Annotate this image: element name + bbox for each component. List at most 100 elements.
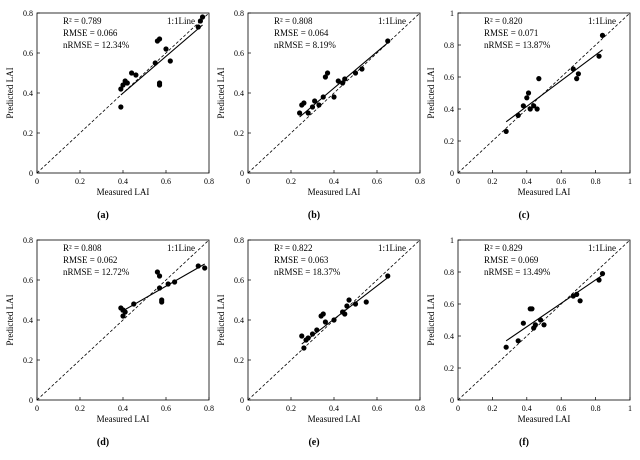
data-point	[536, 76, 542, 82]
y-tick-label: 0.6	[23, 49, 33, 58]
data-point	[574, 76, 580, 82]
x-tick-label: 0.4	[522, 177, 532, 186]
y-tick-label: 0.2	[444, 137, 454, 146]
y-axis-label: Predicted LAI	[216, 294, 226, 345]
panel-label: (d)	[97, 437, 109, 448]
x-tick-label: 0.8	[415, 404, 425, 413]
x-axis-label: Measured LAI	[308, 187, 361, 197]
data-point	[314, 327, 320, 333]
panel-e: 0 0.2 0.4 0.6 0.8 0 0.2 0.4 0.6 0.8 R² = 0.822 RMSE…	[216, 236, 425, 448]
panel-label: (b)	[308, 210, 320, 221]
x-tick-label: 0.2	[75, 177, 85, 186]
y-tick-label: 0.6	[234, 276, 244, 285]
stat-annotation: RMSE = 0.062	[63, 255, 117, 265]
regression-line	[505, 274, 603, 342]
y-axis-label: Predicted LAI	[5, 67, 15, 118]
data-point	[156, 285, 163, 291]
data-point	[202, 265, 208, 271]
data-point	[172, 279, 178, 285]
data-point	[346, 297, 352, 303]
data-point	[342, 311, 348, 317]
stat-annotation: R² = 0.829	[484, 243, 523, 253]
one-to-one-label: 1:1Line	[588, 243, 616, 253]
y-tick-label: 0	[29, 169, 33, 178]
data-point	[596, 53, 602, 59]
data-point	[312, 98, 318, 104]
y-tick-label: 0	[240, 396, 244, 405]
data-point	[118, 86, 124, 92]
x-tick-label: 0.4	[522, 404, 532, 413]
stat-annotation: nRMSE = 13.49%	[484, 267, 551, 277]
y-tick-label: 0.2	[234, 356, 244, 365]
data-point	[133, 72, 139, 78]
x-tick-label: 0.8	[415, 177, 425, 186]
y-tick-label: 0.2	[23, 129, 33, 138]
y-tick-label: 0	[450, 169, 454, 178]
y-tick-label: 0.2	[444, 364, 454, 373]
data-point	[331, 317, 337, 323]
y-tick-label: 0	[240, 169, 244, 178]
data-point	[599, 32, 606, 39]
one-to-one-line	[457, 239, 631, 401]
y-tick-label: 0.6	[23, 276, 33, 285]
data-point	[352, 70, 359, 76]
data-point	[331, 94, 337, 100]
y-tick-label: 0.6	[444, 300, 454, 309]
data-point	[131, 301, 137, 307]
y-axis-label: Predicted LAI	[426, 67, 436, 118]
data-point	[309, 331, 316, 337]
data-point	[154, 269, 160, 275]
data-point	[305, 335, 311, 341]
y-tick-label: 0.8	[444, 41, 454, 50]
data-point	[324, 70, 331, 76]
data-point	[503, 128, 509, 134]
data-point	[599, 271, 606, 277]
data-point	[197, 18, 203, 24]
data-point	[596, 277, 602, 283]
stat-annotation: R² = 0.820	[484, 16, 523, 26]
y-tick-label: 0.2	[234, 129, 244, 138]
x-axis-label: Measured LAI	[518, 414, 571, 424]
data-point	[156, 82, 163, 88]
stat-annotation: nRMSE = 12.34%	[63, 40, 130, 50]
data-point	[156, 273, 163, 279]
x-tick-label: 0.4	[118, 404, 128, 413]
data-point	[165, 281, 171, 287]
y-tick-label: 0.4	[444, 105, 454, 114]
data-point	[577, 298, 583, 304]
data-point	[124, 80, 130, 86]
x-tick-label: 0.4	[329, 404, 339, 413]
data-point	[520, 320, 526, 326]
data-point	[195, 24, 201, 30]
plot-frame	[457, 12, 631, 174]
x-axis-label: Measured LAI	[97, 187, 150, 197]
data-point	[156, 36, 163, 42]
data-point	[163, 46, 169, 52]
x-tick-label: 0.8	[204, 404, 214, 413]
x-tick-label: 0.6	[556, 177, 566, 186]
data-point	[570, 66, 576, 72]
y-tick-label: 0.8	[23, 236, 33, 245]
data-point	[316, 102, 322, 108]
stat-annotation: RMSE = 0.069	[484, 255, 539, 265]
x-tick-label: 0.6	[161, 177, 171, 186]
data-point	[515, 112, 521, 118]
data-point	[320, 94, 326, 100]
data-point	[524, 95, 530, 101]
data-point	[344, 303, 350, 309]
one-to-one-label: 1:1Line	[167, 243, 195, 253]
x-tick-label: 0.6	[556, 404, 566, 413]
data-point	[167, 58, 173, 64]
stat-annotation: RMSE = 0.066	[63, 28, 118, 38]
y-tick-label: 0.6	[234, 49, 244, 58]
x-tick-label: 0.4	[118, 177, 128, 186]
data-point	[532, 322, 539, 328]
data-point	[503, 344, 509, 350]
y-tick-label: 0	[450, 396, 454, 405]
one-to-one-label: 1:1Line	[167, 16, 195, 26]
data-point	[340, 80, 346, 86]
y-tick-label: 0.8	[234, 9, 244, 18]
y-tick-label: 0.4	[444, 332, 454, 341]
x-tick-label: 0	[246, 404, 250, 413]
